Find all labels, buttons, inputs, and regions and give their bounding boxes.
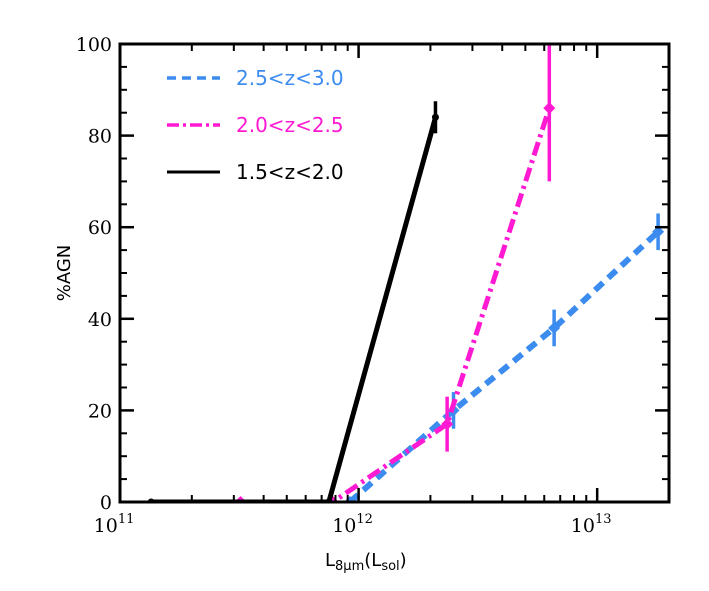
y-tick-label: 80	[88, 126, 112, 148]
x-axis-title-close: )	[400, 550, 407, 571]
legend-label: 2.0<z<2.5	[236, 113, 344, 137]
series-1	[343, 213, 665, 502]
x-tick-label: 1013	[571, 512, 612, 537]
data-point	[431, 113, 439, 121]
y-tick-label: 40	[88, 309, 112, 331]
y-tick-label: 20	[88, 400, 112, 422]
y-tick-label: 0	[100, 492, 112, 514]
data-point	[548, 321, 561, 334]
legend-label: 2.5<z<3.0	[236, 66, 344, 90]
y-tick-label: 60	[88, 217, 112, 239]
x-axis-title-sub: 8μm	[335, 559, 364, 574]
legend: 2.5<z<3.0 2.0<z<2.5 1.5<z<2.0	[167, 66, 344, 184]
legend-label: 1.5<z<2.0	[236, 160, 344, 184]
x-tick-label: 1011	[94, 512, 135, 537]
plot-series-area	[147, 44, 665, 502]
x-axis-title-open: (L	[364, 550, 381, 571]
y-tick-label: 100	[76, 34, 112, 56]
series-line	[151, 116, 438, 502]
series-line	[347, 229, 661, 502]
x-tick-label: 1012	[332, 512, 373, 537]
data-point	[652, 225, 665, 238]
data-point	[543, 102, 556, 115]
x-axis-title-sub2: sol	[381, 559, 399, 574]
plot-axes: 0 20 40 60 80 100 1011 1012 1013	[76, 34, 671, 537]
data-point	[441, 418, 454, 431]
x-axis-title: L8μm(Lsol)	[325, 550, 407, 574]
y-axis-title: %AGN	[54, 245, 75, 302]
x-axis-title-main: L	[325, 550, 335, 571]
